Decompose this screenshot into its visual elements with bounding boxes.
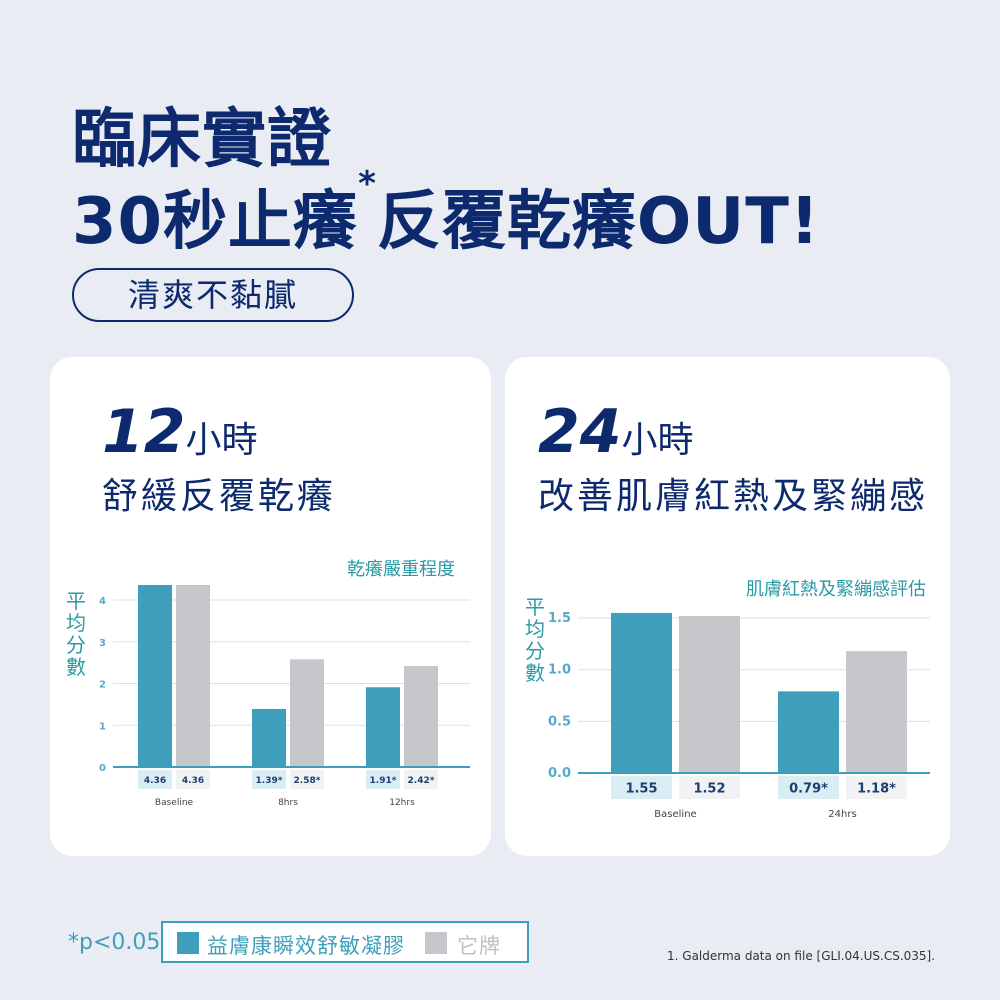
data-label-bg [290,770,324,789]
y-tick-label: 3 [99,638,106,649]
data-label: 1.39* [256,776,283,786]
x-category-label: 8hrs [278,798,298,808]
y-tick-label: 0 [99,763,106,774]
bar-product [611,612,672,773]
data-label-bg [138,770,172,789]
legend-swatch-product [177,932,199,954]
x-category-label: 12hrs [389,798,415,808]
data-label: 4.36 [144,776,166,786]
data-label: 1.55 [625,781,657,796]
data-label: 4.36 [182,776,204,786]
data-label-bg [176,770,210,789]
p-value-note: *p<0.05 [68,930,161,955]
card-subtitle: 改善肌膚紅熱及緊繃感 [538,476,929,517]
data-label: 0.79* [789,781,828,796]
bar-product [252,708,286,767]
data-label: 1.91* [370,776,397,786]
bar-other [846,651,907,773]
chart-plot: 0 1 2 3 4 4.36 4.36 Baseline 1.39* 2.58* 8hrs 1.91*… [99,584,470,808]
x-category-label: 24hrs [828,809,856,820]
card-subtitle: 舒緩反覆乾癢 [102,476,337,517]
bar-other [290,659,324,767]
data-label-bg [679,776,740,799]
chart-plot: 0.0 0.5 1.0 1.5 1.55 1.52 Baseline 0.79* 1.18* 24… [548,611,930,820]
chart-title: 肌膚紅熱及緊繃感評估 [746,579,926,600]
y-axis-label: 平均分數 [525,595,545,685]
chart-card-12h: 12小時 舒緩反覆乾癢 乾癢嚴重程度 平均分數 0 1 2 3 4 4.36 4.36 Bas… [50,357,491,856]
headline-line1: 臨床實證 [72,103,332,177]
card-heading: 12小時 [102,397,258,467]
headline-star: * [358,164,377,204]
y-tick-label: 2 [99,680,106,691]
headline-line2: 30秒止癢*反覆乾癢OUT! [72,164,821,262]
chart-card-24h: 24小時 改善肌膚紅熱及緊繃感 肌膚紅熱及緊繃感評估 平均分數 0.0 0.5 1.… [505,357,950,856]
card-heading-unit: 小時 [185,420,258,461]
x-category-label: Baseline [654,809,696,820]
bar-other [176,584,210,767]
data-label-bg [778,776,839,799]
card-heading: 24小時 [538,397,694,467]
y-tick-label: 1 [99,721,106,732]
bar-product [778,691,839,773]
y-tick-label: 0.0 [548,766,571,781]
reference-note: 1. Galderma data on file [GLI.04.US.CS.0… [667,949,936,963]
bar-other [404,665,438,767]
chart-title: 乾癢嚴重程度 [347,559,455,580]
card-heading-number: 24 [538,397,622,467]
bar-product [138,584,172,767]
y-tick-label: 1.5 [548,611,571,626]
x-category-label: Baseline [155,798,194,808]
y-tick-label: 0.5 [548,714,571,729]
bar-product [366,687,400,767]
data-label-bg [252,770,286,789]
y-tick-label: 1.0 [548,663,571,678]
headline-line2-suffix: 反覆乾癢OUT! [376,185,821,259]
data-label-bg [366,770,400,789]
data-label-bg [611,776,672,799]
legend: 益膚康瞬效舒敏凝膠 它牌 [161,921,529,963]
data-label: 1.52 [693,781,725,796]
card-heading-number: 12 [102,397,186,467]
data-label-bg [846,776,907,799]
legend-swatch-other [425,932,447,954]
y-axis-label: 平均分數 [66,589,86,679]
headline-line2-prefix: 30秒止癢 [72,185,359,259]
data-label: 2.58* [294,776,321,786]
bar-other [679,615,740,773]
data-label: 1.18* [857,781,896,796]
data-label: 2.42* [408,776,435,786]
card-heading-unit: 小時 [621,420,694,461]
feature-pill: 清爽不黏膩 [72,268,354,322]
y-tick-label: 4 [99,596,106,607]
data-label-bg [404,770,438,789]
legend-label-other: 它牌 [457,934,501,958]
legend-label-product: 益膚康瞬效舒敏凝膠 [207,934,405,958]
